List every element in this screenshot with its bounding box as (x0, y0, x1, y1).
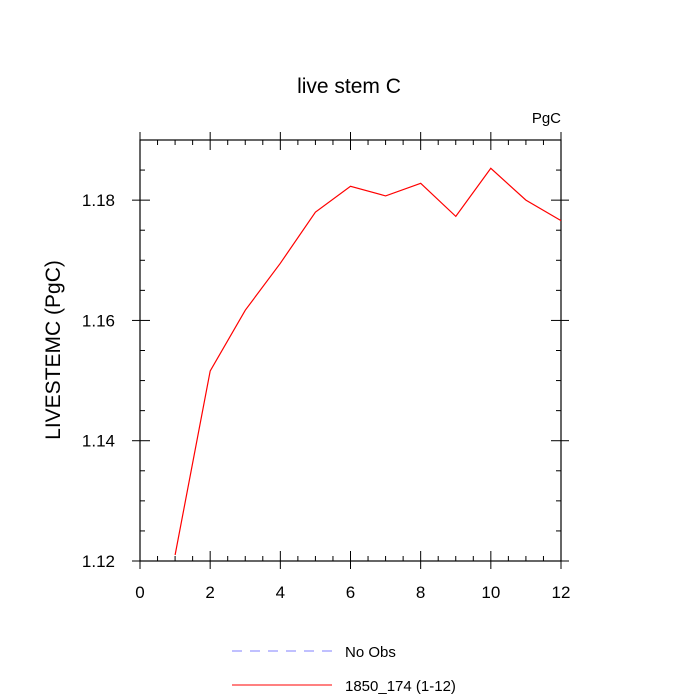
y-axis-label: LIVESTEMC (PgC) (42, 260, 65, 440)
x-tick-label: 10 (481, 583, 500, 602)
plot-frame (139, 139, 562, 562)
chart-title: live stem C (297, 75, 401, 98)
y-axis: 1.12 1.14 1.16 1.18 (82, 139, 569, 571)
y-tick-label: 1.14 (82, 432, 115, 451)
units-label: PgC (532, 110, 561, 127)
series-line-1 (174, 167, 562, 556)
legend-label-1: 1850_174 (1-12) (345, 678, 456, 695)
x-tick-label: 4 (276, 583, 285, 602)
x-tick-label: 8 (416, 583, 425, 602)
y-tick-label: 1.12 (82, 552, 115, 571)
y-tick-label: 1.18 (82, 191, 115, 210)
legend-label-0: No Obs (345, 644, 396, 661)
y-tick-label: 1.16 (82, 311, 115, 330)
x-tick-label: 6 (346, 583, 355, 602)
x-tick-label: 0 (135, 583, 144, 602)
series-layer (174, 167, 562, 556)
x-axis: 0 2 4 6 8 10 12 (135, 132, 570, 602)
x-tick-label: 2 (205, 583, 214, 602)
legend: No Obs 1850_174 (1-12) (232, 644, 456, 695)
x-tick-label: 12 (552, 583, 571, 602)
